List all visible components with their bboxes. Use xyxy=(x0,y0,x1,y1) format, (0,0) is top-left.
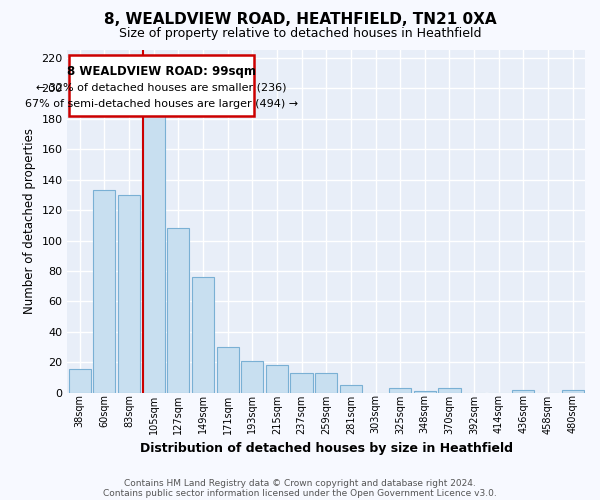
Bar xyxy=(143,114,165,393)
Bar xyxy=(414,392,436,393)
FancyBboxPatch shape xyxy=(68,54,254,116)
Bar xyxy=(290,373,313,393)
Text: 8 WEALDVIEW ROAD: 99sqm: 8 WEALDVIEW ROAD: 99sqm xyxy=(67,65,256,78)
Bar xyxy=(512,390,535,393)
Bar xyxy=(562,390,584,393)
Bar xyxy=(217,347,239,393)
Bar xyxy=(389,388,411,393)
Text: Size of property relative to detached houses in Heathfield: Size of property relative to detached ho… xyxy=(119,28,481,40)
Text: 67% of semi-detached houses are larger (494) →: 67% of semi-detached houses are larger (… xyxy=(25,99,298,109)
Text: ← 32% of detached houses are smaller (236): ← 32% of detached houses are smaller (23… xyxy=(36,82,286,92)
Text: Contains public sector information licensed under the Open Government Licence v3: Contains public sector information licen… xyxy=(103,488,497,498)
Text: 8, WEALDVIEW ROAD, HEATHFIELD, TN21 0XA: 8, WEALDVIEW ROAD, HEATHFIELD, TN21 0XA xyxy=(104,12,496,28)
Text: Contains HM Land Registry data © Crown copyright and database right 2024.: Contains HM Land Registry data © Crown c… xyxy=(124,478,476,488)
Bar xyxy=(439,388,461,393)
Bar xyxy=(266,366,288,393)
Bar xyxy=(93,190,115,393)
X-axis label: Distribution of detached houses by size in Heathfield: Distribution of detached houses by size … xyxy=(140,442,513,455)
Bar xyxy=(118,195,140,393)
Bar xyxy=(68,368,91,393)
Y-axis label: Number of detached properties: Number of detached properties xyxy=(23,128,36,314)
Bar xyxy=(315,373,337,393)
Bar xyxy=(340,386,362,393)
Bar xyxy=(241,361,263,393)
Bar xyxy=(192,277,214,393)
Bar xyxy=(167,228,190,393)
